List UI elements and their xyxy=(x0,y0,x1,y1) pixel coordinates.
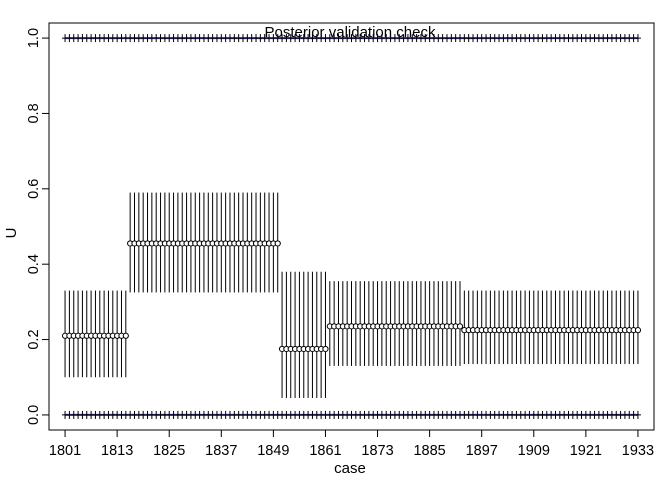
y-tick-label: 0.6 xyxy=(26,179,42,199)
x-tick-label: 1909 xyxy=(518,443,550,459)
posterior-segment-4 xyxy=(326,281,464,366)
posterior-segment-5 xyxy=(461,290,642,365)
x-tick-label: 1849 xyxy=(257,443,289,459)
observed-points-row xyxy=(62,410,641,419)
x-tick-label: 1897 xyxy=(466,443,498,459)
y-tick-label: 0.0 xyxy=(26,405,42,425)
x-axis-label: case xyxy=(334,460,366,477)
mean-point xyxy=(322,345,329,353)
x-tick-label: 1837 xyxy=(205,443,237,459)
y-axis: 0.0 0.2 0.4 0.6 0.8 1.0 xyxy=(26,28,49,425)
posterior-segment-3 xyxy=(278,271,329,398)
x-tick-label: 1813 xyxy=(101,443,133,459)
x-axis: 1801 1813 1825 1837 1849 1861 1873 1885 1897 1909… xyxy=(49,429,654,459)
mean-point xyxy=(274,240,281,247)
x-tick-label: 1921 xyxy=(570,443,602,459)
x-tick-label: 1873 xyxy=(361,443,393,459)
y-tick-label: 0.8 xyxy=(26,103,42,123)
mean-point xyxy=(634,327,642,334)
x-tick-label: 1825 xyxy=(153,443,185,459)
observed-points-row xyxy=(62,34,641,43)
x-tick-label: 1801 xyxy=(49,443,81,459)
y-tick-label: 0.2 xyxy=(26,329,42,349)
mean-point xyxy=(122,332,129,339)
y-axis-label: U xyxy=(3,228,20,239)
posterior-segment-1 xyxy=(61,290,129,378)
chart-title: Posterior validation check xyxy=(265,24,436,41)
mean-point xyxy=(456,323,464,330)
x-tick-label: 1885 xyxy=(413,443,445,459)
x-tick-label: 1861 xyxy=(309,443,341,459)
plot-frame xyxy=(48,22,655,431)
x-tick-label: 1933 xyxy=(622,443,654,459)
posterior-segment-2 xyxy=(127,192,281,293)
y-tick-label: 1.0 xyxy=(26,28,42,48)
chart-marks xyxy=(61,34,642,419)
y-tick-label: 0.4 xyxy=(26,254,42,274)
